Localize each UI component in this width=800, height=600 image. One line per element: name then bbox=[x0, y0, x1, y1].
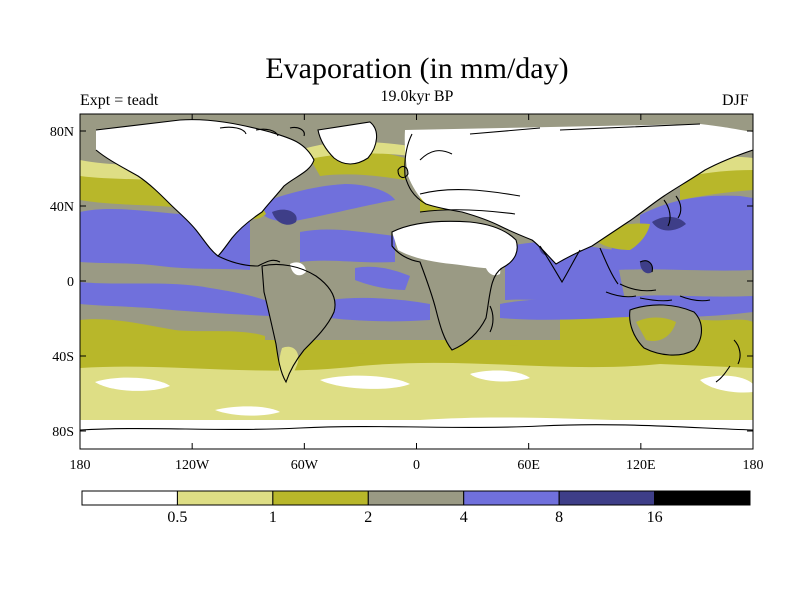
colorbar: 0.5 1 2 4 8 16 bbox=[81, 490, 751, 526]
coast-madagascar bbox=[489, 305, 494, 333]
colorbar-bin bbox=[176, 490, 274, 506]
lon-tick-label: 120E bbox=[626, 458, 656, 473]
tongue-sa bbox=[80, 319, 265, 348]
coast-africa bbox=[391, 220, 518, 351]
colorbar-bin bbox=[272, 490, 369, 506]
land-south-america bbox=[262, 264, 336, 382]
belt-atl-purple bbox=[300, 229, 395, 263]
coast-india bbox=[539, 245, 581, 284]
colorbar-label: 1 bbox=[269, 509, 277, 526]
land-antarctica bbox=[80, 430, 753, 449]
coast-japan bbox=[663, 195, 682, 227]
map-title: Evaporation (in mm/day) bbox=[265, 52, 569, 85]
belt-atl-s-purple bbox=[355, 266, 410, 290]
patch-south-4 bbox=[700, 375, 753, 393]
lon-tick-label: 0 bbox=[413, 458, 420, 473]
dark-gulf-stream bbox=[272, 209, 297, 225]
coast-uk bbox=[397, 165, 409, 179]
coast-australia bbox=[629, 304, 703, 356]
experiment-label: Expt = teadt bbox=[80, 92, 159, 109]
belt-ind-purple bbox=[505, 242, 625, 302]
lat-tick-label: 80S bbox=[52, 425, 74, 440]
colorbar-bin bbox=[463, 490, 560, 506]
colorbar-bin bbox=[367, 490, 465, 506]
coast-antarctica bbox=[80, 424, 753, 431]
land-eurasia bbox=[404, 124, 753, 264]
patch-south-1 bbox=[95, 377, 170, 391]
lon-tick-label: 120W bbox=[175, 458, 210, 473]
land-patagonia bbox=[279, 346, 299, 384]
tick-labels: 180 120W 60W 0 60E 120E 180 80N 40N 0 40S 80S bbox=[50, 125, 764, 473]
colorbar-label: 8 bbox=[555, 509, 563, 526]
land-sahara bbox=[392, 221, 518, 269]
colorbar-bin bbox=[558, 490, 656, 506]
tick-marks bbox=[79, 114, 754, 449]
colorbar-label: 4 bbox=[460, 509, 468, 526]
belt-south-purple-atl bbox=[330, 297, 430, 322]
dark-japan bbox=[640, 260, 653, 274]
coast-nz bbox=[715, 339, 741, 383]
white-spot-horn bbox=[484, 260, 501, 276]
lon-tick-label: 60W bbox=[291, 458, 319, 473]
lon-tick-label: 180 bbox=[743, 458, 764, 473]
coast-mediterranean bbox=[419, 189, 521, 215]
band-south-light-edge bbox=[80, 362, 753, 380]
coast-north-america bbox=[95, 119, 315, 267]
coastlines bbox=[80, 119, 753, 431]
lon-tick-label: 180 bbox=[70, 458, 91, 473]
lat-tick-label: 40S bbox=[52, 350, 74, 365]
coast-greenland bbox=[317, 121, 378, 165]
land-greenland bbox=[318, 122, 377, 164]
land-africa-south bbox=[420, 262, 491, 350]
patch-south-3 bbox=[470, 370, 530, 382]
colorbar-label: 16 bbox=[647, 509, 663, 526]
coast-arctic-islands bbox=[219, 126, 305, 137]
band-south-white-edge bbox=[80, 417, 753, 432]
lat-tick-label: 0 bbox=[67, 275, 74, 290]
colorbar-bin bbox=[81, 490, 178, 506]
coast-indonesia bbox=[605, 291, 711, 302]
coast-na-west bbox=[95, 149, 219, 257]
colorbar-bin bbox=[654, 490, 751, 506]
lat-tick-label: 40N bbox=[50, 200, 74, 215]
coast-se-asia bbox=[599, 247, 657, 292]
coast-europe-north bbox=[404, 123, 701, 177]
coast-south-america bbox=[261, 263, 336, 384]
evaporation-field bbox=[80, 114, 753, 449]
patch-south-5 bbox=[215, 406, 280, 416]
lat-tick-label: 80N bbox=[50, 125, 74, 140]
lon-tick-label: 60E bbox=[517, 458, 540, 473]
land-australia-yellow bbox=[636, 317, 676, 342]
colorbar-label: 0.5 bbox=[167, 509, 187, 526]
colorbar-label: 2 bbox=[364, 509, 372, 526]
white-spot-panama bbox=[290, 262, 306, 276]
belt-south-purple-w bbox=[80, 282, 270, 316]
time-label: 19.0kyr BP bbox=[380, 88, 454, 105]
season-label: DJF bbox=[722, 92, 749, 109]
band-south-light bbox=[80, 372, 753, 424]
patch-south-2 bbox=[320, 375, 410, 389]
land-north-america bbox=[96, 119, 314, 257]
